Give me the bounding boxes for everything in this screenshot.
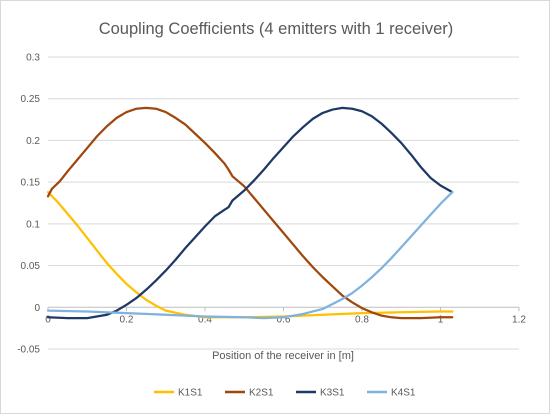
series-line-k3s1 [46, 106, 454, 320]
y-tick-label: 0.2 [26, 136, 40, 147]
y-tick-label: 0.1 [26, 219, 40, 230]
series-line-k2s1 [46, 106, 454, 320]
y-tick-label: 0 [34, 303, 40, 314]
legend-label: K1S1 [178, 388, 203, 399]
x-tick-label: 1 [438, 314, 444, 325]
series-line-k1s1 [46, 191, 454, 319]
y-tick-label: -0.05 [17, 345, 40, 356]
x-tick-label: 0.6 [277, 314, 291, 325]
y-tick-label: 0.15 [21, 178, 41, 189]
axes: -0.05 0 0.05 0.1 0.15 0.2 0.25 0.3 0 0.2 0.4 0.6 0.8… [17, 53, 526, 356]
gridlines [48, 56, 519, 350]
x-tick-label: 1.2 [512, 314, 526, 325]
legend-label: K2S1 [249, 388, 274, 399]
y-tick-label: 0.25 [21, 94, 41, 105]
x-axis-label: Position of the receiver in [m] [212, 350, 354, 362]
series-lines [46, 106, 454, 320]
series-line-k4s1 [46, 191, 454, 320]
legend: K1S1 K2S1 K3S1 K4S1 [154, 388, 416, 399]
legend-label: K3S1 [320, 388, 345, 399]
x-tick-label: 0 [45, 314, 51, 325]
legend-label: K4S1 [391, 388, 416, 399]
x-tick-label: 0.2 [120, 314, 134, 325]
y-tick-label: 0.05 [21, 261, 41, 272]
chart-title: Coupling Coefficients (4 emitters with 1… [99, 20, 454, 38]
x-tick-label: 0.8 [355, 314, 369, 325]
x-tick-label: 0.4 [198, 314, 212, 325]
y-tick-label: 0.3 [26, 53, 40, 64]
